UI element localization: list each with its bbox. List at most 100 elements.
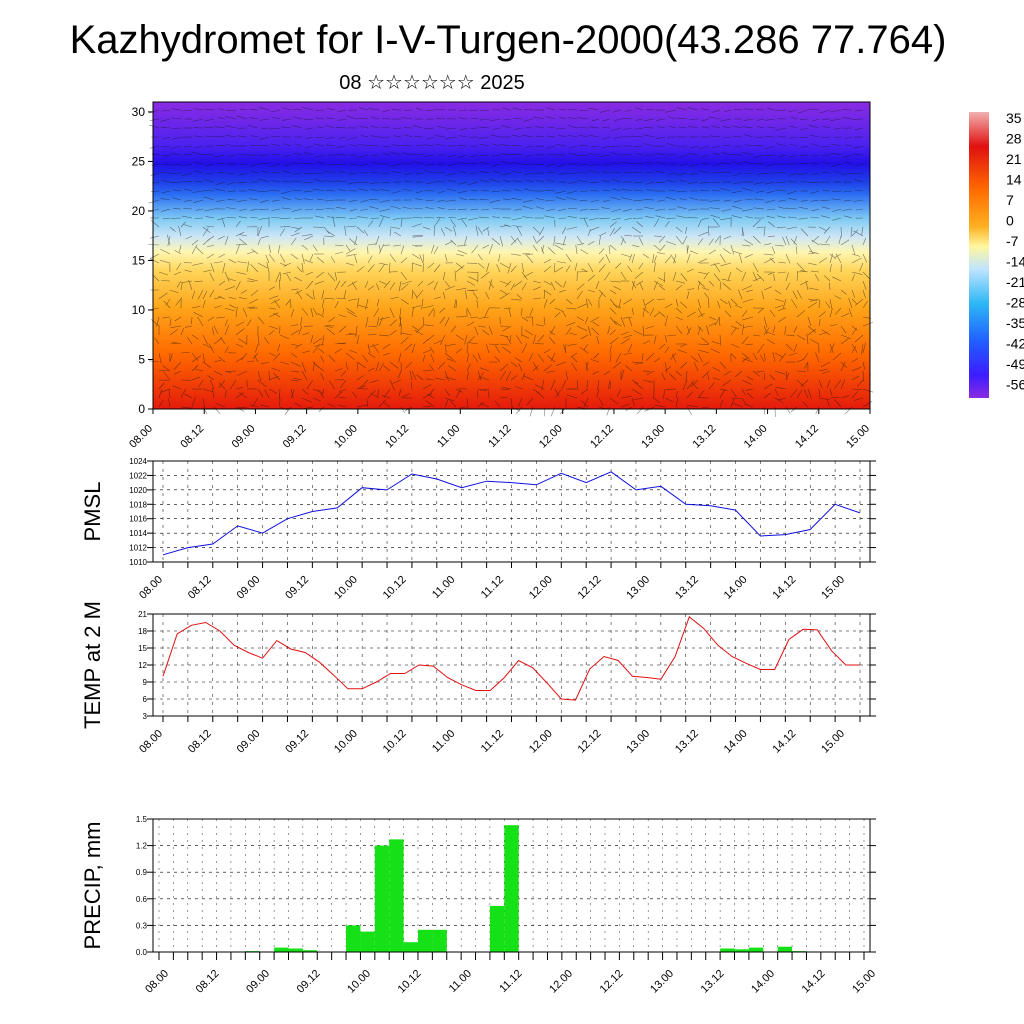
wind-barb [427,334,435,341]
wind-barb [290,329,300,336]
wind-barb [279,361,290,365]
wind-barb [765,145,776,150]
wind-barb [442,291,446,300]
wind-barb [633,189,644,192]
wind-barb [414,198,424,201]
wind-barb [562,226,567,234]
wind-barb [689,118,699,120]
wind-barb [735,370,743,378]
wind-barb [435,135,446,138]
wind-barb [579,163,589,167]
wind-barb [171,117,182,120]
wind-barb [710,262,721,266]
wind-barb [280,217,292,219]
wind-barb [603,271,611,281]
wind-barb [823,226,831,234]
wind-barb [317,389,325,399]
wind-barb [316,126,325,129]
wind-barb [659,244,666,252]
wind-barb [703,271,710,280]
wind-barb [701,126,710,129]
wind-barb [182,172,193,177]
wind-barb [620,253,631,258]
wind-barb [363,229,369,237]
wind-barb [763,352,766,361]
wind-barb [773,273,776,282]
wind-barb [556,127,567,130]
wind-barb [613,286,622,291]
precip-x-tick-label: 14.00 [749,968,777,996]
wind-barb [176,262,182,270]
wind-barb [340,379,347,389]
wind-barb [546,145,556,149]
wind-barb [679,163,688,167]
wind-barb [470,190,479,192]
wind-barb [811,172,820,176]
wind-barb [413,161,424,165]
wind-barb [347,136,358,141]
wind-barb [744,144,754,147]
wind-barb [425,109,435,111]
wind-barb [257,262,268,269]
pmsl-x-tick-label: 14.12 [770,574,798,602]
wind-barb [185,235,193,240]
wind-barb [500,172,512,176]
wind-barb [714,263,721,273]
wind-barb [216,199,226,202]
temp-ylabel: TEMP at 2 M [80,601,105,729]
wind-barb [610,196,622,201]
wind-barb [296,266,303,273]
wind-barb [721,152,732,156]
wind-barb [373,307,380,318]
wind-barb [565,265,571,273]
pmsl-x-tick-label: 09.12 [283,574,311,602]
wind-barb [766,208,776,211]
precip-bar [432,929,447,952]
wind-barb [326,117,336,120]
wind-barb [763,253,774,256]
wind-barb [455,265,465,273]
wind-barb [580,249,589,255]
wind-barb [818,332,828,336]
wind-barb [810,162,820,165]
wind-barb [486,262,490,273]
wind-barb [213,360,221,363]
wind-barb [417,280,424,287]
wind-barb [171,163,182,166]
wind-barb [720,118,732,122]
wind-barb [204,179,215,183]
wind-barb [778,199,787,202]
wind-barb [492,127,501,130]
wind-barb [741,244,751,247]
wind-barb [825,301,831,309]
wind-barb [603,163,611,166]
wind-barb [752,277,761,282]
wind-barb [238,153,248,156]
wind-barb [524,253,534,256]
wind-barb [401,117,413,120]
wind-barb [400,393,410,399]
wind-barb [653,397,660,404]
wind-barb [419,254,424,264]
wind-barb [649,307,655,316]
wind-barb [756,108,765,111]
wind-barb [642,307,649,314]
wind-barb [532,365,539,372]
wind-barb [851,366,862,372]
wind-barb [803,352,809,360]
wind-barb [328,354,336,363]
wind-barb [415,244,424,247]
wind-barb [541,379,545,391]
wind-barb [769,257,776,264]
wind-barb [510,253,521,256]
wind-barb [477,352,481,360]
wind-barb [577,154,589,157]
wind-barb [666,388,677,390]
wind-barb [776,172,787,174]
wind-barb [161,180,171,183]
wind-barb [502,346,512,354]
wind-barb [856,379,864,387]
wind-barb [664,256,671,264]
wind-barb [608,379,611,390]
wind-barb [821,370,831,374]
